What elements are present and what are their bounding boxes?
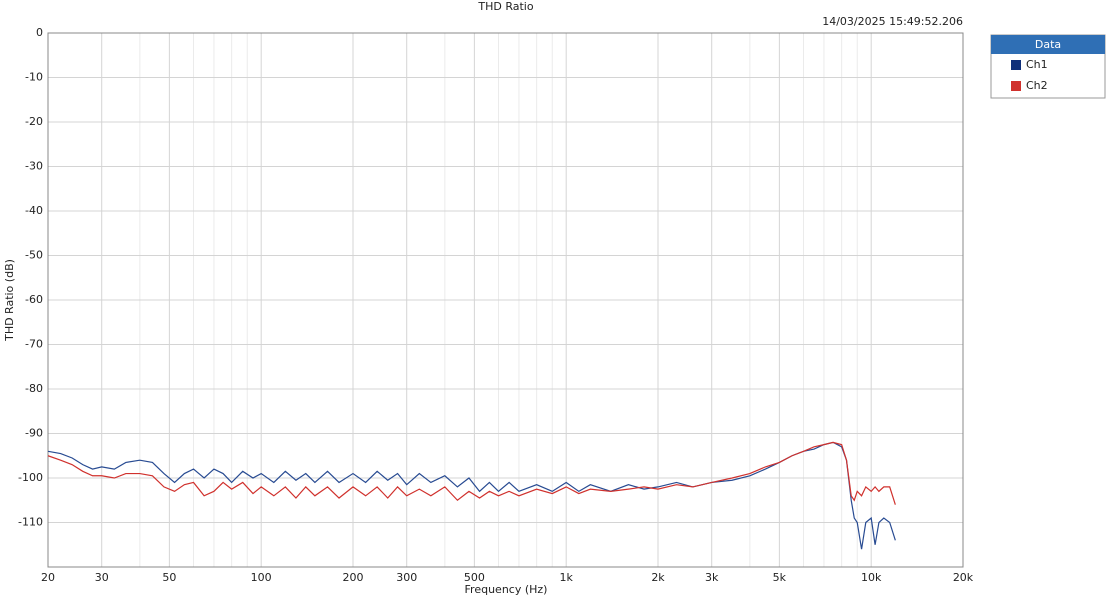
x-tick-label: 300	[396, 571, 417, 584]
timestamp: 14/03/2025 15:49:52.206	[822, 15, 963, 28]
legend-swatch	[1011, 81, 1021, 91]
y-tick-label: -70	[25, 338, 43, 351]
x-tick-label: 3k	[705, 571, 719, 584]
plot-frame	[47, 32, 964, 568]
legend-label: Ch2	[1026, 79, 1048, 92]
x-tick-label: 1k	[559, 571, 573, 584]
legend-title: Data	[1035, 38, 1061, 51]
y-tick-label: -100	[18, 471, 43, 484]
x-tick-label: 5k	[773, 571, 787, 584]
x-tick-label: 2k	[651, 571, 665, 584]
legend-label: Ch1	[1026, 58, 1048, 71]
chart-title: THD Ratio	[477, 0, 533, 13]
y-tick-label: -110	[18, 516, 43, 529]
legend-header	[991, 35, 1105, 54]
x-tick-label: 200	[343, 571, 364, 584]
y-tick-label: -20	[25, 115, 43, 128]
y-tick-label: -60	[25, 293, 43, 306]
x-tick-label: 10k	[861, 571, 882, 584]
y-tick-label: -40	[25, 204, 43, 217]
x-tick-label: 30	[95, 571, 109, 584]
x-tick-label: 100	[251, 571, 272, 584]
x-axis-label: Frequency (Hz)	[465, 583, 548, 596]
y-tick-label: -80	[25, 382, 43, 395]
series-line	[47, 441, 896, 505]
y-tick-label: -50	[25, 249, 43, 262]
x-tick-label: 50	[162, 571, 176, 584]
y-tick-label: 0	[36, 26, 43, 39]
y-axis-label: THD Ratio (dB)	[3, 259, 16, 342]
legend-swatch	[1011, 60, 1021, 70]
x-tick-label: 20k	[953, 571, 974, 584]
y-tick-label: -30	[25, 160, 43, 173]
y-tick-label: -10	[25, 71, 43, 84]
x-tick-label: 500	[464, 571, 485, 584]
y-tick-label: -90	[25, 427, 43, 440]
x-tick-label: 20	[41, 571, 55, 584]
